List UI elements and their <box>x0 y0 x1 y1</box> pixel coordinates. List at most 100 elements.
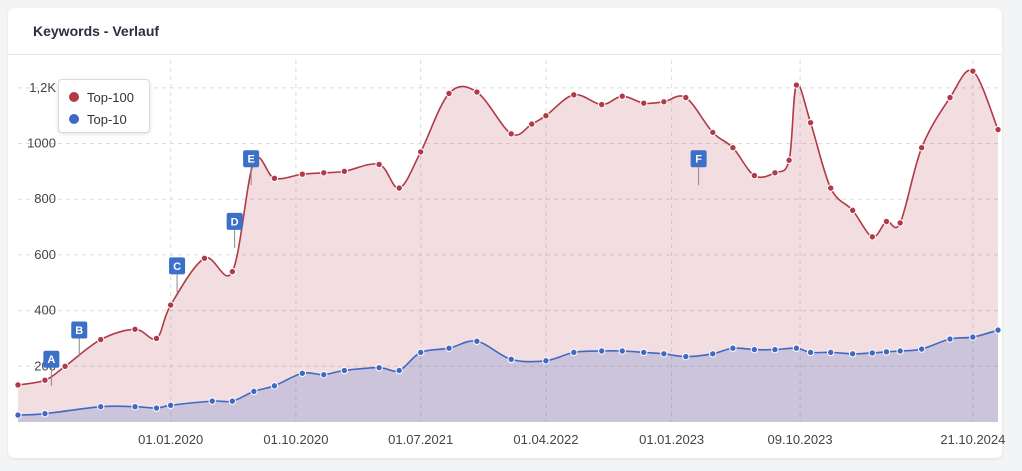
data-point <box>61 362 69 371</box>
data-point <box>208 397 216 405</box>
x-tick-label: 01.10.2020 <box>263 432 328 447</box>
series-area-top10 <box>18 330 998 422</box>
data-point <box>250 387 258 396</box>
data-point <box>445 344 453 352</box>
legend-dot-top100-icon <box>69 92 79 102</box>
legend-label-top10: Top-10 <box>87 111 127 127</box>
annotation-flag <box>243 150 260 168</box>
data-point <box>868 349 877 357</box>
data-point <box>771 345 779 354</box>
data-point <box>806 348 815 357</box>
data-point <box>416 148 425 156</box>
data-point <box>917 144 926 152</box>
keywords-history-card: Keywords - Verlauf <box>8 8 1002 458</box>
data-point <box>994 125 1002 134</box>
annotation-label: D <box>231 216 239 228</box>
legend-label-top100: Top-100 <box>87 89 134 105</box>
data-point <box>785 156 793 164</box>
data-point <box>473 337 481 345</box>
annotation-flag <box>169 257 186 275</box>
data-point <box>792 344 801 352</box>
data-point <box>340 167 349 176</box>
data-point <box>618 92 626 100</box>
x-tick-label: 01.01.2023 <box>639 432 704 447</box>
y-tick-label: 600 <box>34 247 56 262</box>
data-point <box>298 170 307 178</box>
data-point <box>618 347 626 355</box>
data-point <box>41 376 49 384</box>
data-point <box>806 118 815 127</box>
card-title: Keywords - Verlauf <box>33 23 160 39</box>
legend-item-top10[interactable]: Top-10 <box>69 108 149 130</box>
data-point <box>660 350 668 358</box>
data-point <box>320 169 328 177</box>
data-point <box>542 111 550 120</box>
data-point <box>445 89 453 98</box>
data-point <box>729 144 737 152</box>
data-point <box>882 217 891 226</box>
annotation-flag <box>226 212 243 230</box>
data-point <box>131 325 139 333</box>
x-tick-label: 01.04.2022 <box>513 432 578 447</box>
data-point <box>969 67 977 75</box>
data-point <box>507 355 515 364</box>
data-point <box>868 233 877 241</box>
legend-dot-top10-icon <box>69 114 79 124</box>
data-point <box>570 91 578 99</box>
data-point <box>640 99 648 107</box>
data-point <box>660 98 668 106</box>
data-point <box>896 219 904 227</box>
data-point <box>473 88 481 96</box>
data-point <box>41 409 49 418</box>
data-point <box>598 347 606 355</box>
y-tick-label: 400 <box>34 303 56 318</box>
annotation-label: F <box>695 154 702 166</box>
data-point <box>792 81 801 89</box>
annotation-label: A <box>47 354 55 366</box>
data-point <box>375 364 383 372</box>
data-point <box>14 411 22 419</box>
data-point <box>946 335 954 343</box>
data-point <box>598 100 606 109</box>
data-point <box>340 366 349 375</box>
card-header: Keywords - Verlauf <box>8 8 1002 55</box>
data-point <box>827 184 835 192</box>
data-point <box>917 345 926 353</box>
data-point <box>682 93 690 102</box>
data-point <box>166 301 175 309</box>
data-point <box>682 352 690 361</box>
data-point <box>882 348 891 356</box>
data-point <box>152 334 161 343</box>
annotation-label: E <box>247 154 254 166</box>
data-point <box>542 357 550 365</box>
data-point <box>270 174 279 183</box>
data-point <box>14 381 22 389</box>
data-point <box>709 350 717 358</box>
data-point <box>848 350 857 358</box>
data-point <box>709 128 717 137</box>
data-point <box>416 348 425 357</box>
data-point <box>200 254 209 262</box>
data-point <box>946 93 954 102</box>
data-point <box>395 184 403 192</box>
data-point <box>152 404 161 412</box>
x-tick-label: 21.10.2024 <box>940 432 1005 447</box>
data-point <box>320 370 328 379</box>
data-point <box>750 171 759 180</box>
y-tick-label: 1,2K <box>29 80 56 95</box>
data-point <box>507 130 515 138</box>
data-point <box>528 120 536 128</box>
annotation-label: B <box>75 325 83 337</box>
data-point <box>827 348 835 357</box>
data-point <box>298 369 307 377</box>
data-point <box>97 335 105 344</box>
series-area-top100 <box>18 70 998 423</box>
data-point <box>750 345 759 354</box>
data-point <box>131 402 139 411</box>
legend-item-top100[interactable]: Top-100 <box>69 86 149 108</box>
data-point <box>228 267 237 276</box>
data-point <box>640 348 648 357</box>
annotation-label: C <box>173 261 181 273</box>
data-point <box>97 402 105 411</box>
data-point <box>375 160 383 169</box>
